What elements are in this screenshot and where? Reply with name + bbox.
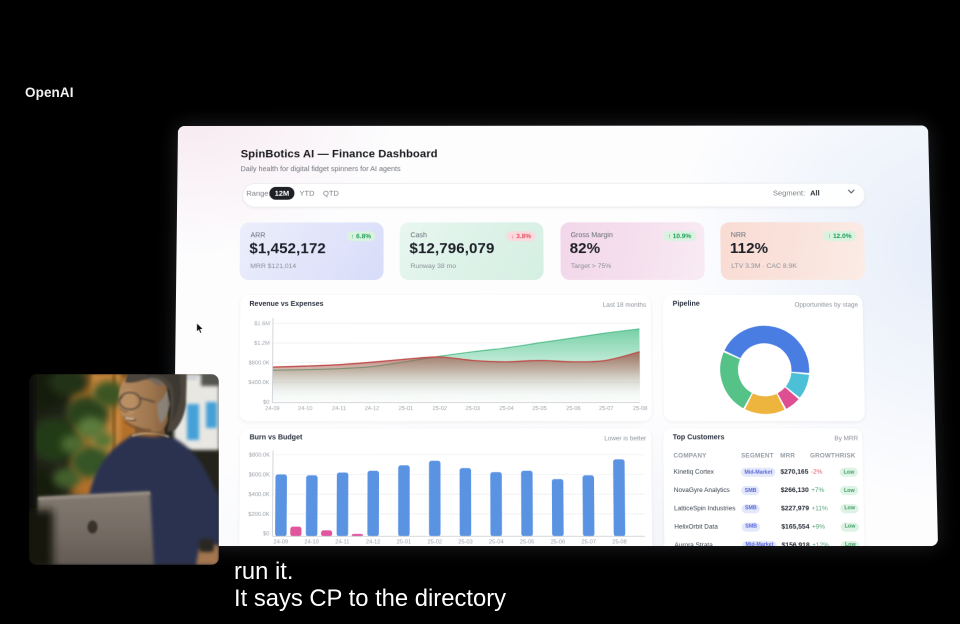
svg-text:24-10: 24-10	[304, 539, 319, 545]
svg-text:25-05: 25-05	[519, 539, 534, 545]
svg-text:25-07: 25-07	[581, 539, 596, 545]
svg-text:24-12: 24-12	[366, 539, 381, 545]
svg-text:25-04: 25-04	[499, 406, 514, 412]
svg-text:25-08: 25-08	[612, 539, 627, 545]
svg-text:25-04: 25-04	[489, 539, 504, 545]
svg-text:$1.2M: $1.2M	[254, 341, 270, 347]
svg-text:25-02: 25-02	[432, 406, 446, 412]
svg-text:25-03: 25-03	[465, 406, 480, 412]
svg-text:24-11: 24-11	[335, 539, 349, 545]
svg-text:25-02: 25-02	[427, 539, 442, 545]
svg-text:25-08: 25-08	[632, 406, 647, 412]
svg-text:25-07: 25-07	[598, 406, 613, 412]
svg-text:$400.0K: $400.0K	[248, 380, 269, 386]
svg-text:$600.0K: $600.0K	[248, 472, 270, 478]
svg-text:$0: $0	[263, 400, 269, 406]
svg-text:24-10: 24-10	[297, 406, 312, 412]
svg-text:25-01: 25-01	[398, 406, 412, 412]
svg-text:$200.0K: $200.0K	[248, 511, 270, 517]
svg-text:25-05: 25-05	[532, 406, 547, 412]
svg-text:$400.0K: $400.0K	[248, 492, 270, 498]
svg-text:25-06: 25-06	[566, 406, 581, 412]
svg-text:24-12: 24-12	[364, 406, 379, 412]
svg-text:25-06: 25-06	[550, 539, 565, 545]
svg-text:$1.6M: $1.6M	[254, 321, 270, 327]
svg-text:24-09: 24-09	[265, 406, 280, 412]
svg-text:25-03: 25-03	[458, 539, 473, 545]
svg-text:$800.0K: $800.0K	[248, 452, 269, 458]
svg-text:$800.0K: $800.0K	[248, 360, 269, 366]
svg-text:24-11: 24-11	[332, 406, 346, 412]
svg-text:25-01: 25-01	[396, 539, 411, 545]
svg-text:$0: $0	[263, 531, 269, 537]
svg-text:24-09: 24-09	[273, 539, 288, 545]
